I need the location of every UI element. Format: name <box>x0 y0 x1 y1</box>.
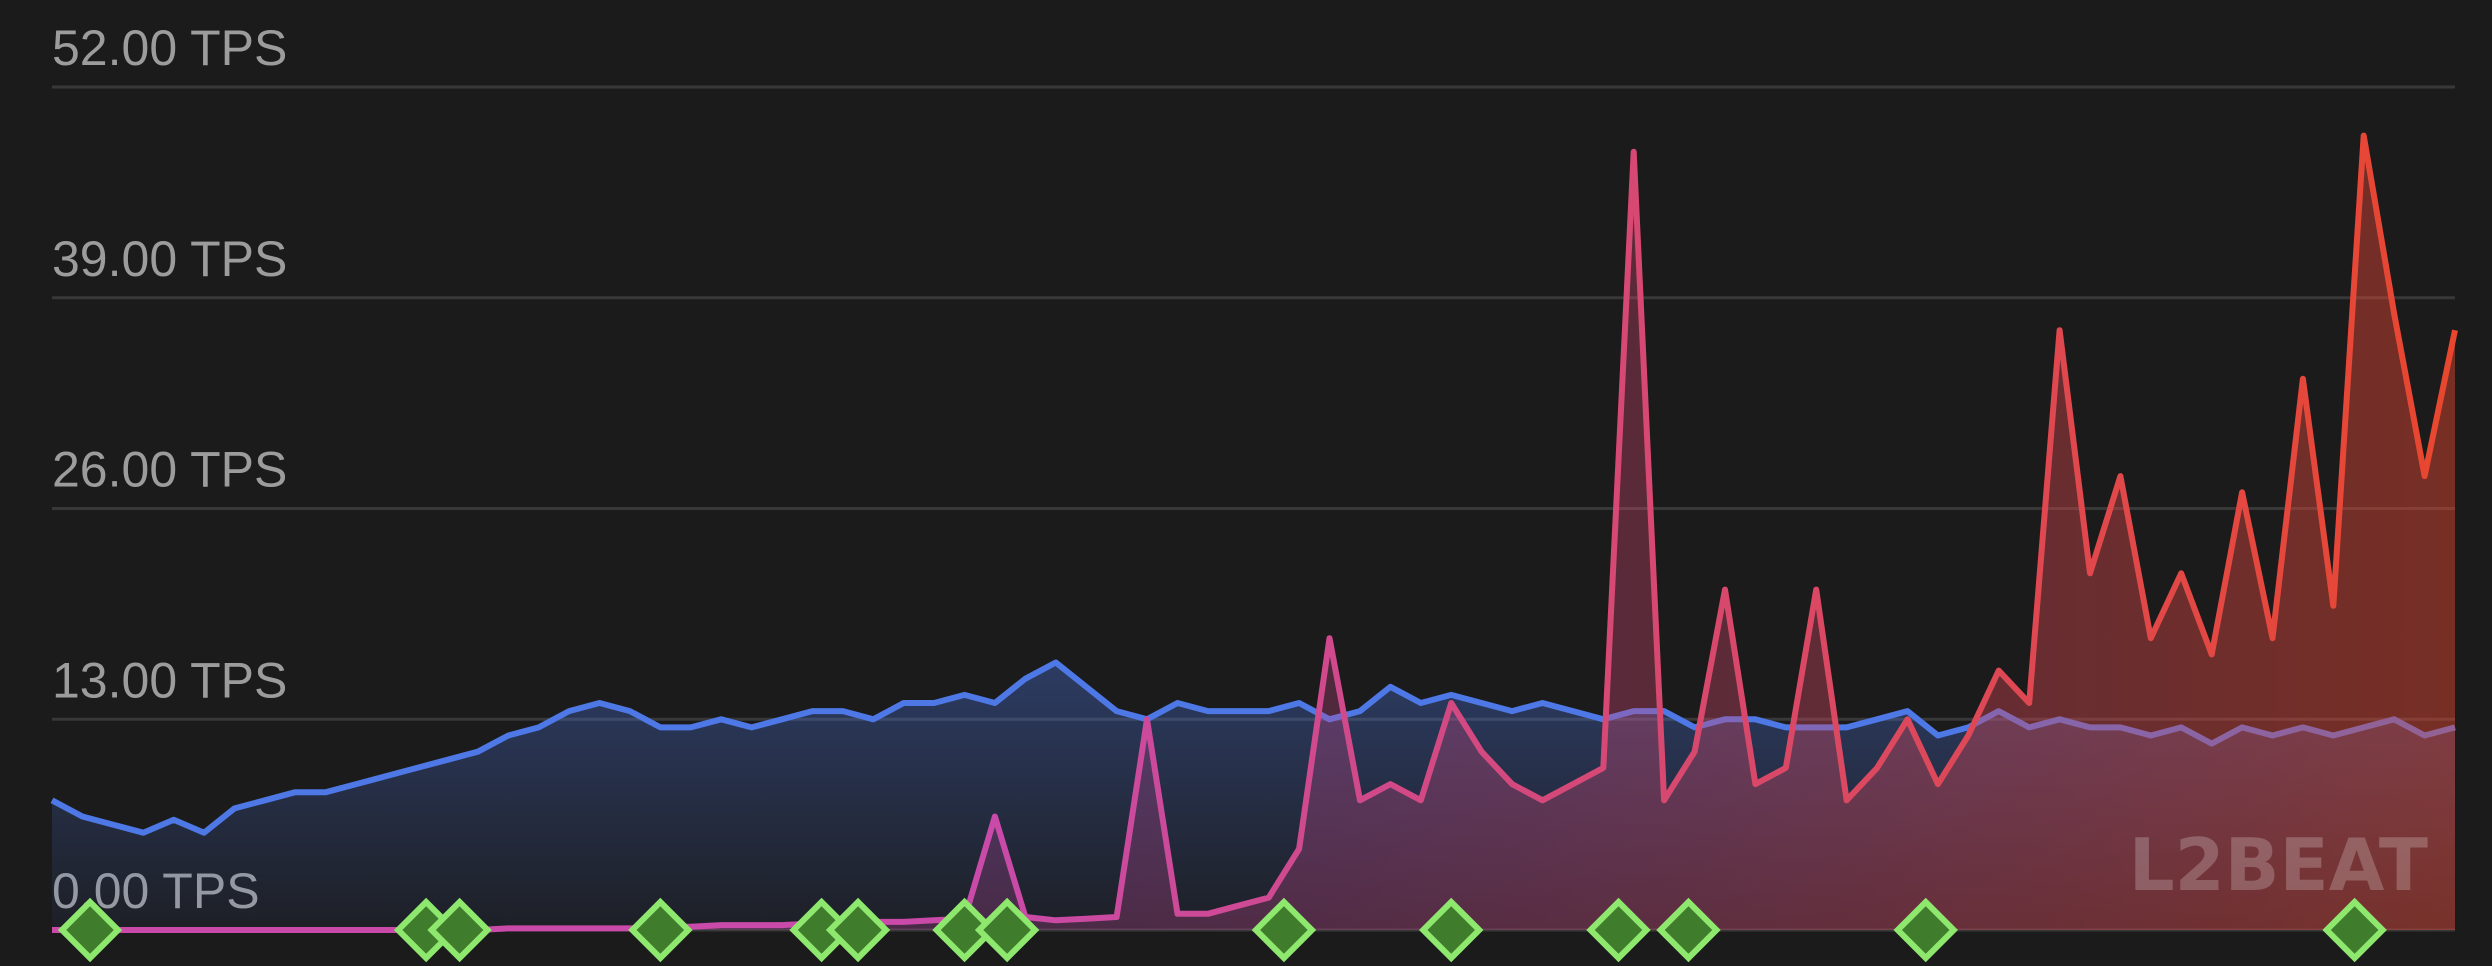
event-marker <box>628 897 693 963</box>
event-marker <box>1586 897 1651 963</box>
event-marker <box>974 897 1040 963</box>
event-marker <box>932 897 997 963</box>
event-marker <box>2322 897 2387 963</box>
y-tick-label: 13.00 TPS <box>52 652 287 708</box>
event-marker <box>57 897 123 963</box>
event-marker <box>1893 897 1958 963</box>
y-tick-label: 26.00 TPS <box>52 442 287 498</box>
y-tick-label: 39.00 TPS <box>52 231 287 287</box>
area <box>52 135 2455 931</box>
event-marker <box>1251 897 1317 963</box>
event-marker <box>1656 897 1721 963</box>
event-marker <box>1418 897 1484 963</box>
y-tick-label: 52.00 TPS <box>52 20 287 76</box>
event-marker <box>825 897 891 963</box>
watermark: L2BEAT <box>2129 823 2428 907</box>
event-marker <box>427 897 492 963</box>
